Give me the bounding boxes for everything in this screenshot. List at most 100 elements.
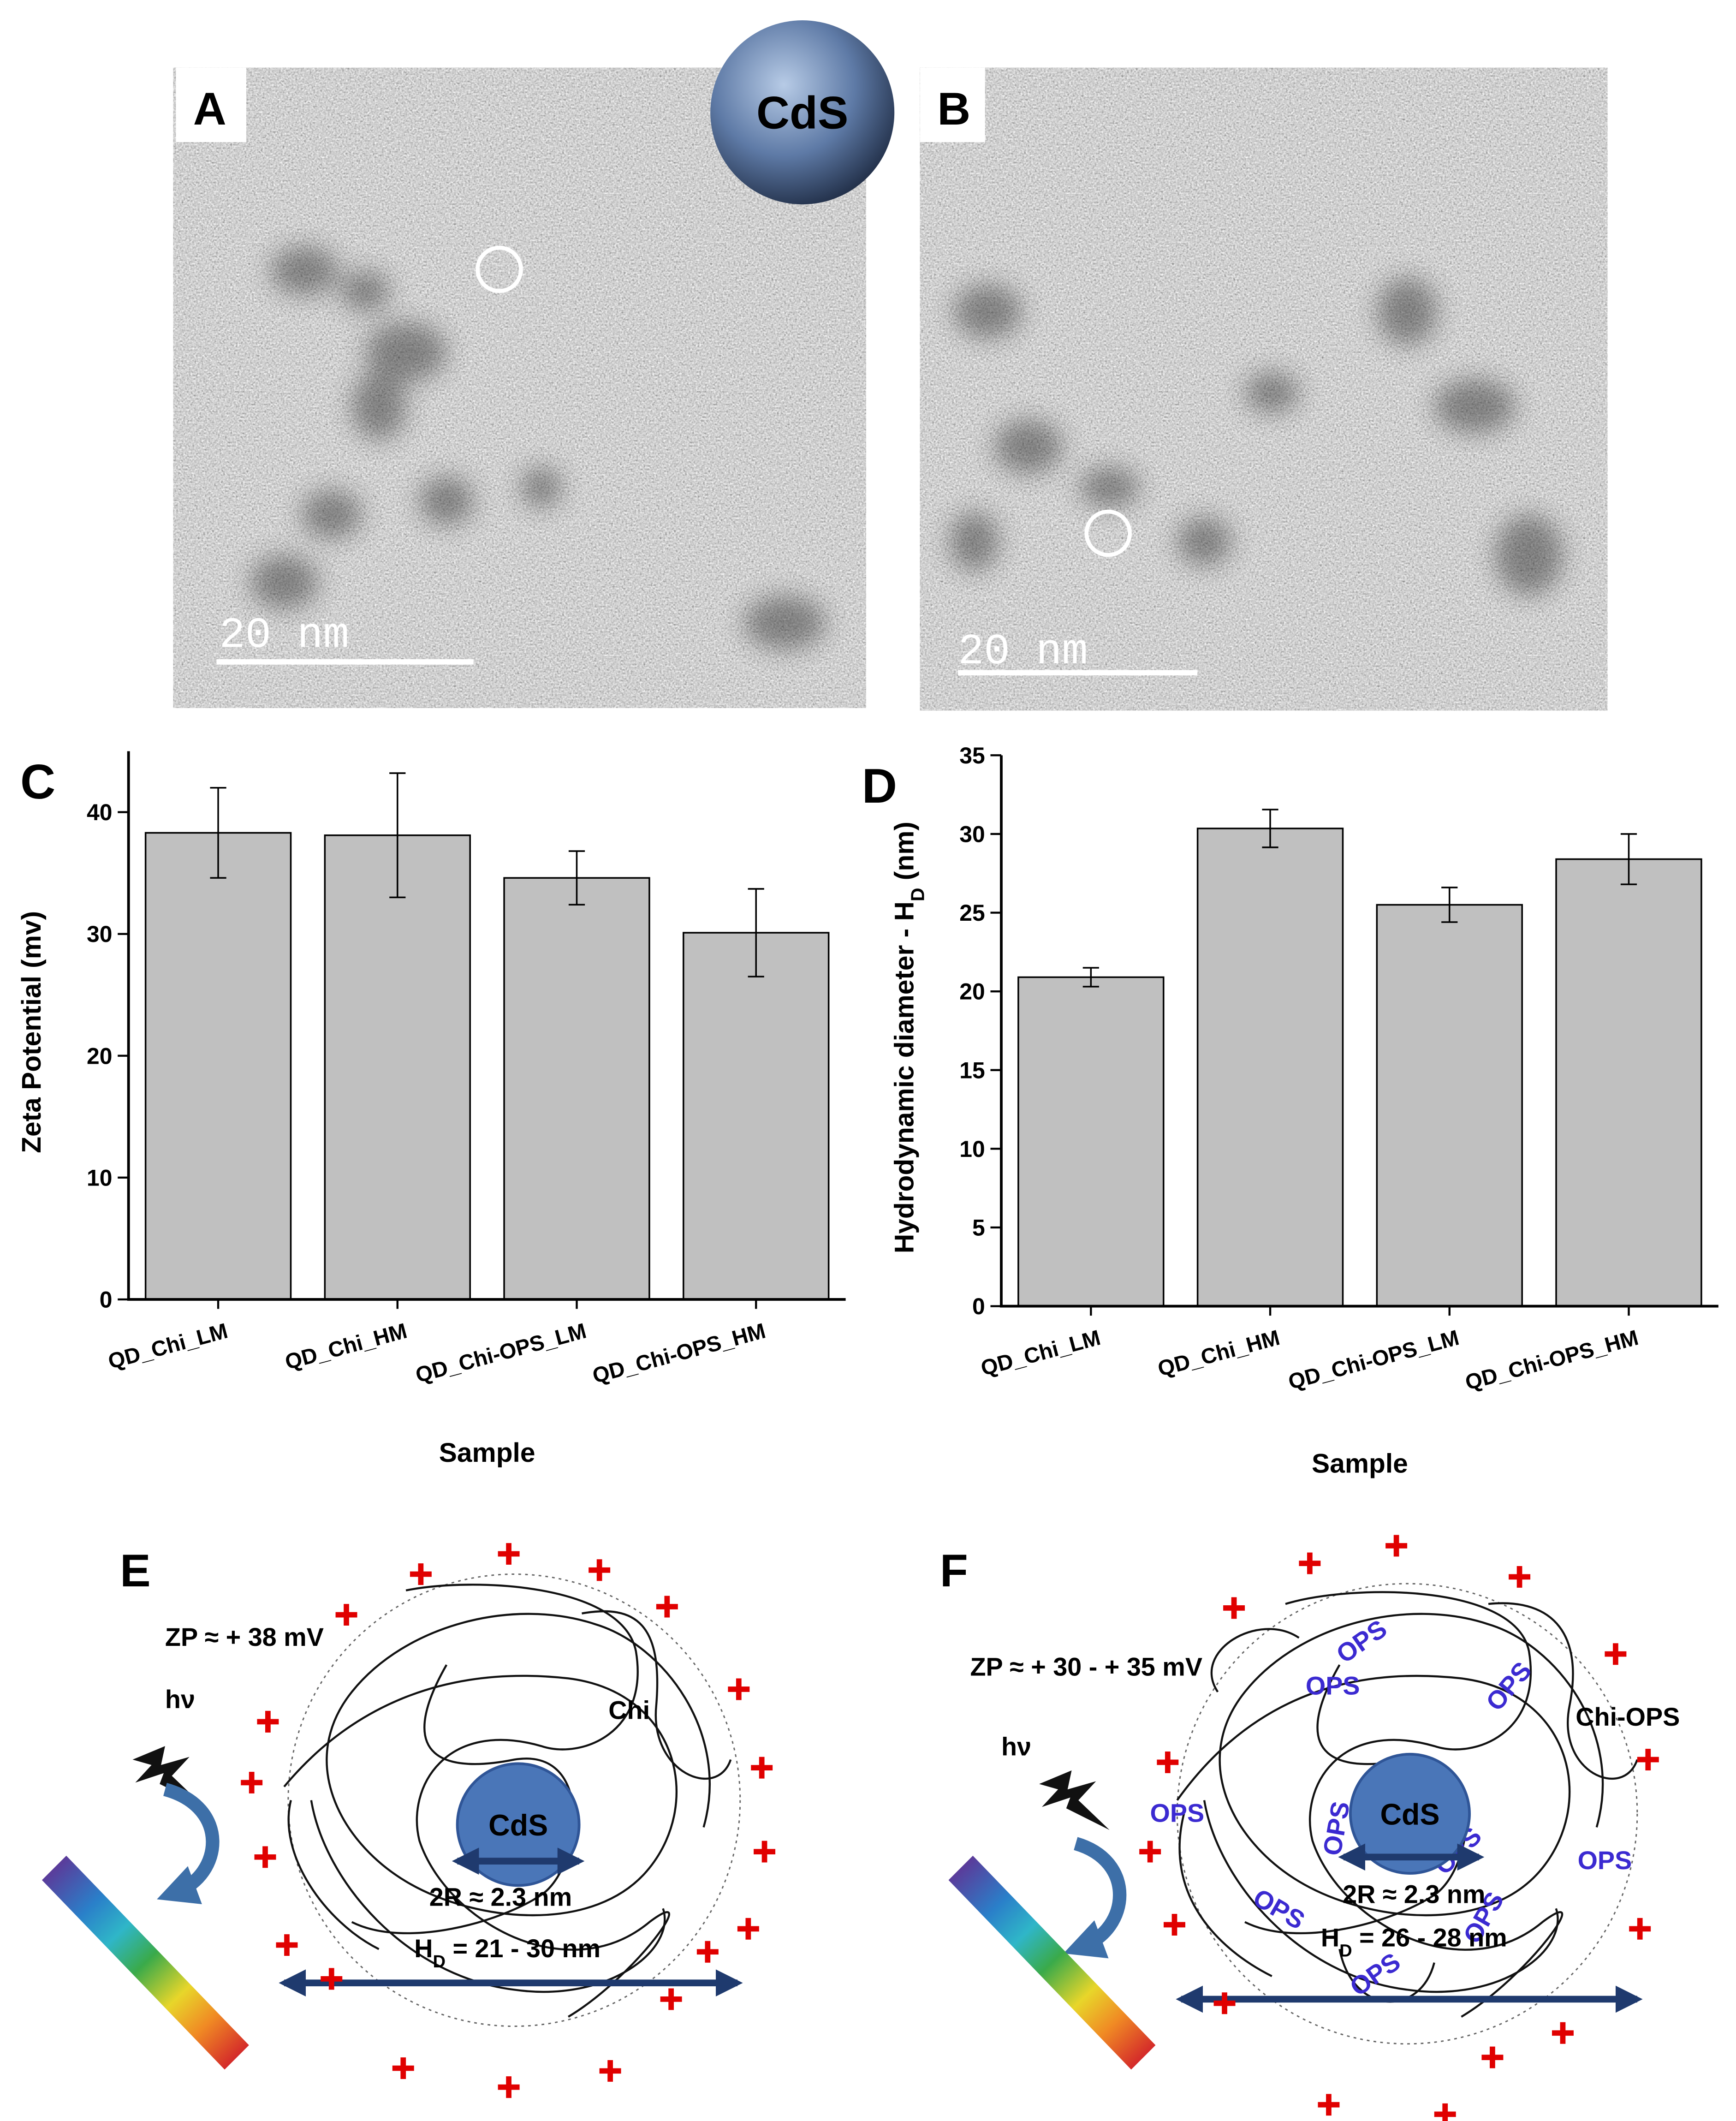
- plus-sign: [1434, 2103, 1456, 2121]
- plus-sign: [392, 2057, 414, 2079]
- panel-label: E: [120, 1545, 151, 1597]
- text-part: Hydrodynamic diameter - H: [889, 901, 919, 1253]
- y-tick-label: 15: [959, 1057, 985, 1083]
- error-bar: [748, 888, 764, 977]
- light-label: hν: [1001, 1733, 1031, 1761]
- x-tick-label: QD_Chi-OPS_LM: [1286, 1325, 1462, 1394]
- x-tick-label: QD_Chi_LM: [978, 1325, 1103, 1380]
- plus-sign: [1223, 1597, 1245, 1619]
- scale-bar-label: 20 nm: [958, 628, 1088, 677]
- subscript: D: [907, 888, 928, 901]
- bar-chart: C 0 10 20 30 40 QD_Chi_LM QD_Chi_HM QD_Chi-OPS_L…: [17, 751, 846, 1468]
- y-tick-label: 30: [959, 822, 985, 847]
- plus-sign: [737, 1918, 759, 1940]
- plus-sign: [1637, 1749, 1659, 1771]
- y-tick-label: 10: [959, 1136, 985, 1162]
- sphere-label: CdS: [756, 88, 848, 139]
- y-tick-label: 30: [87, 921, 112, 947]
- zeta-note: ZP ≈ + 30 - + 35 mV: [970, 1653, 1202, 1681]
- y-tick-label: 40: [87, 799, 112, 825]
- y-tick-label: 0: [100, 1287, 113, 1313]
- schematic-e: E ZP ≈ + 38 mV hν Chi CdS 2R ≈ 2.3 nm HD…: [42, 1545, 743, 2070]
- ops-label: OPS: [1345, 1947, 1406, 2002]
- ops-label: OPS: [1331, 1614, 1392, 1668]
- plus-sign: [1164, 1914, 1185, 1936]
- plus-sign: [1509, 1566, 1531, 1588]
- text-part: H: [1321, 1923, 1339, 1952]
- panel-label: B: [937, 83, 970, 135]
- axis: [127, 751, 846, 1301]
- bar: [1376, 904, 1523, 1307]
- error-bar: [1262, 809, 1278, 848]
- ops-label: OPS: [1150, 1799, 1205, 1828]
- panel-label: D: [862, 759, 897, 813]
- y-tick-label: 20: [959, 979, 985, 1005]
- x-tick-label: QD_Chi-OPS_HM: [1463, 1325, 1641, 1394]
- plus-sign: [660, 1988, 682, 2010]
- plus-sign: [1157, 1751, 1179, 1773]
- x-tick-label: QD_Chi_HM: [1155, 1325, 1282, 1381]
- plus-sign: [498, 1543, 520, 1565]
- x-tick-label: QD_Chi-OPS_LM: [413, 1318, 589, 1387]
- error-bar: [1620, 833, 1637, 885]
- plus-sign: [1299, 1552, 1321, 1574]
- bar: [503, 877, 650, 1300]
- subscript: D: [433, 1951, 446, 1971]
- schematic-f: F ZP ≈ + 30 - + 35 mV hν Chi-OPS OPS OPS…: [940, 1545, 1680, 2070]
- zeta-note: ZP ≈ + 38 mV: [165, 1623, 324, 1651]
- text-part: H: [414, 1934, 433, 1963]
- plus-sign: [498, 2076, 520, 2098]
- y-tick-label: 25: [959, 900, 985, 926]
- text-part: = 21 - 30 nm: [446, 1934, 600, 1963]
- plus-sign: [754, 1841, 776, 1863]
- text-part: Zeta Potential (mv): [17, 911, 47, 1153]
- tem-image-a: 20 nm A CdS: [173, 20, 895, 708]
- plus-sign: [751, 1757, 773, 1779]
- bar: [1196, 828, 1344, 1307]
- plus-sign: [1481, 2046, 1504, 2068]
- bar: [1017, 976, 1165, 1307]
- plus-sign: [599, 2060, 621, 2082]
- core-label: CdS: [1380, 1798, 1439, 1831]
- tem-image-b: 20 nm B: [920, 67, 1608, 711]
- y-tick-label: 10: [87, 1165, 112, 1191]
- x-axis-label: Sample: [439, 1438, 535, 1468]
- bar: [1555, 858, 1702, 1307]
- subscript: D: [1339, 1941, 1352, 1960]
- hydrodynamic-note: HD = 21 - 30 nm: [414, 1934, 600, 1972]
- error-bar: [389, 772, 406, 899]
- core-label: CdS: [488, 1809, 548, 1842]
- plus-sign: [589, 1559, 611, 1581]
- polymer-label: Chi-OPS: [1575, 1703, 1680, 1731]
- error-bar: [1441, 887, 1458, 923]
- error-bar: [568, 850, 585, 906]
- hydrodynamic-note: HD = 26 - 28 nm: [1321, 1923, 1507, 1960]
- bar: [324, 834, 471, 1300]
- plus-sign: [335, 1604, 357, 1626]
- plus-sign: [410, 1563, 432, 1585]
- ops-label: OPS: [1306, 1672, 1360, 1700]
- light-label: hν: [165, 1685, 195, 1714]
- panel-label: F: [940, 1545, 968, 1597]
- plus-sign: [1318, 2094, 1340, 2116]
- panel-label: A: [193, 83, 226, 135]
- plus-sign: [1139, 1841, 1161, 1863]
- x-tick-label: QD_Chi-OPS_HM: [590, 1318, 768, 1388]
- axis: [1000, 755, 1718, 1308]
- plus-sign: [257, 1710, 279, 1733]
- scale-bar-label: 20 nm: [219, 612, 349, 661]
- x-tick-label: QD_Chi_HM: [282, 1318, 409, 1374]
- error-bar: [210, 786, 226, 879]
- core-size: 2R ≈ 2.3 nm: [1343, 1880, 1485, 1909]
- polymer-label: Chi: [608, 1696, 650, 1725]
- plus-sign: [321, 1968, 343, 1990]
- panel-label: C: [20, 755, 55, 809]
- plus-sign: [1213, 1992, 1236, 2014]
- plus-sign: [241, 1771, 263, 1793]
- x-axis-label: Sample: [1312, 1448, 1408, 1478]
- bar: [683, 932, 830, 1300]
- y-tick-label: 20: [87, 1043, 112, 1069]
- plus-sign: [276, 1934, 298, 1956]
